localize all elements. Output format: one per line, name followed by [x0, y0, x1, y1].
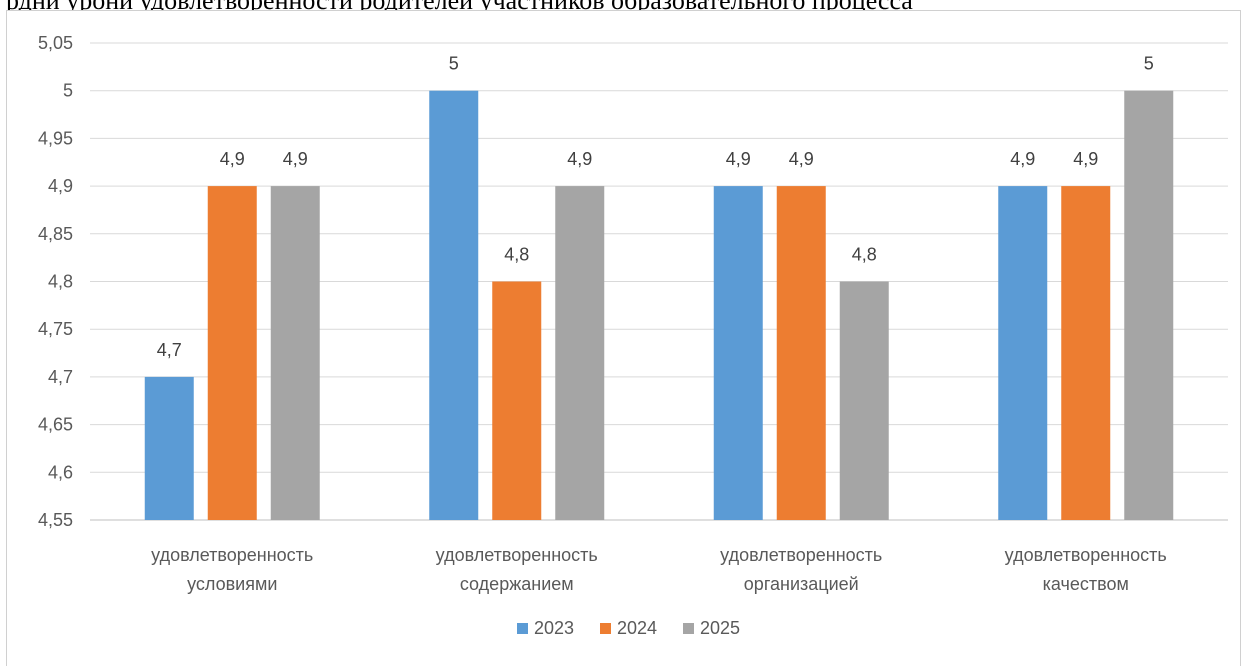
bar-2025 [270, 186, 320, 520]
y-tick-label: 4,75 [38, 319, 73, 339]
data-label: 4,9 [789, 149, 814, 169]
bar-2025 [555, 186, 605, 520]
y-tick-label: 4,8 [48, 272, 73, 292]
data-label: 4,8 [852, 245, 877, 265]
category-label: организацией [744, 574, 859, 594]
bar-2025 [839, 281, 889, 520]
category-label: удовлетворенность [436, 545, 598, 565]
y-tick-label: 4,65 [38, 415, 73, 435]
data-label: 4,8 [504, 245, 529, 265]
data-label: 4,9 [1073, 149, 1098, 169]
bar-2023 [998, 186, 1048, 520]
legend-swatch-2024 [600, 623, 611, 634]
legend-label: 2024 [617, 618, 657, 638]
y-tick-label: 4,7 [48, 367, 73, 387]
bar-2025 [1124, 90, 1174, 520]
bar-2024 [776, 186, 826, 520]
bar-2024 [207, 186, 257, 520]
y-tick-label: 4,6 [48, 462, 73, 482]
data-label: 5 [449, 54, 459, 74]
y-tick-label: 5,05 [38, 33, 73, 53]
category-label: удовлетворенность [1005, 545, 1167, 565]
data-label: 4,9 [220, 149, 245, 169]
bar-2023 [144, 376, 194, 520]
y-tick-label: 4,55 [38, 510, 73, 530]
legend-swatch-2025 [683, 623, 694, 634]
category-label: удовлетворенность [720, 545, 882, 565]
legend-swatch-2023 [517, 623, 528, 634]
category-label: удовлетворенность [151, 545, 313, 565]
category-label: условиями [187, 574, 277, 594]
category-label: содержанием [460, 574, 574, 594]
legend-label: 2023 [534, 618, 574, 638]
bar-2023 [429, 90, 479, 520]
data-label: 4,9 [283, 149, 308, 169]
bar-2024 [1061, 186, 1111, 520]
bar-2023 [713, 186, 763, 520]
bar-2024 [492, 281, 542, 520]
y-tick-label: 5 [63, 81, 73, 101]
category-label: качеством [1043, 574, 1129, 594]
data-label: 4,9 [567, 149, 592, 169]
data-label: 4,9 [726, 149, 751, 169]
y-tick-label: 4,9 [48, 176, 73, 196]
data-label: 5 [1144, 54, 1154, 74]
data-label: 4,7 [157, 340, 182, 360]
page-heading-fragment: рдни урони удовлетворенности родителей у… [6, 0, 1245, 10]
data-label: 4,9 [1010, 149, 1035, 169]
y-tick-label: 4,85 [38, 224, 73, 244]
y-tick-label: 4,95 [38, 128, 73, 148]
legend-label: 2025 [700, 618, 740, 638]
